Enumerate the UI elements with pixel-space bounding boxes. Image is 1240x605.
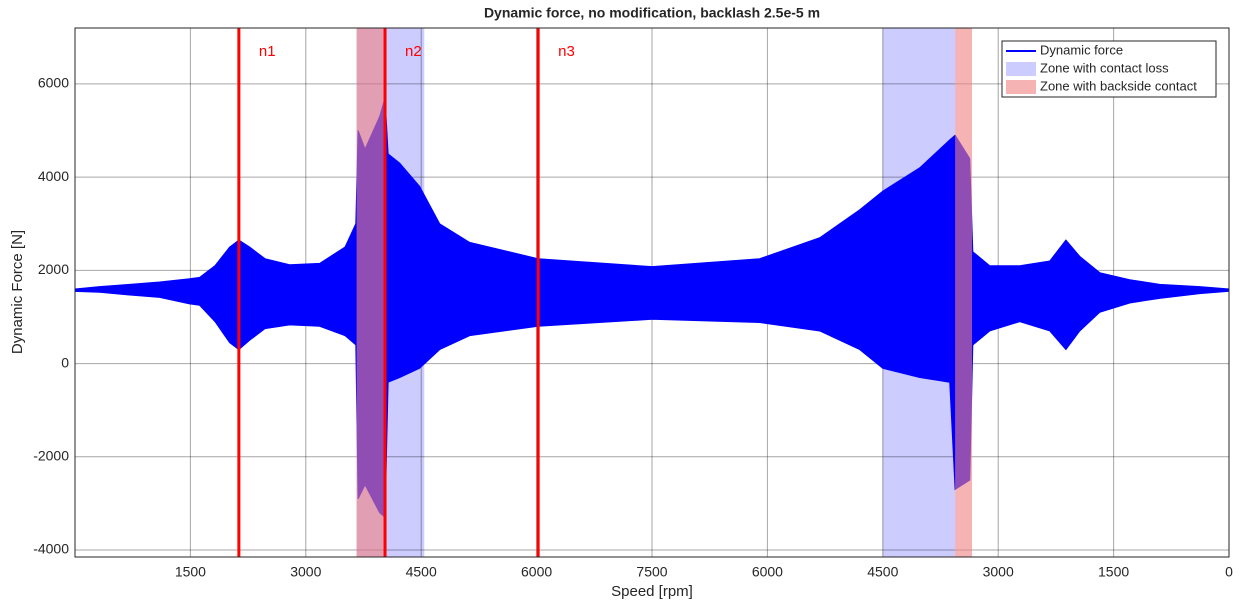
x-tick-label: 3000 [983,564,1014,580]
chart-title: Dynamic force, no modification, backlash… [484,5,820,21]
x-tick-label: 0 [1225,564,1233,580]
y-tick-label: 0 [61,354,69,370]
y-tick-label: 2000 [38,261,69,277]
x-tick-label: 1500 [1098,564,1129,580]
legend-label: Zone with backside contact [1040,78,1197,93]
x-tick-label: 6000 [521,564,552,580]
x-tick-label: 1500 [175,564,206,580]
x-axis-label: Speed [rpm] [611,583,693,600]
x-tick-label: 4500 [867,564,898,580]
x-tick-label: 6000 [752,564,783,580]
y-tick-label: 6000 [38,75,69,91]
legend-label: Zone with contact loss [1040,60,1169,75]
zone [356,28,386,557]
marker-label: n2 [405,43,422,60]
zone [955,28,973,557]
x-tick-label: 4500 [406,564,437,580]
legend-swatch [1006,62,1036,76]
x-tick-label: 7500 [636,564,667,580]
y-axis-label: Dynamic Force [N] [9,230,26,354]
marker-label: n3 [558,43,575,60]
y-tick-label: -2000 [33,447,69,463]
y-tick-label: 4000 [38,168,69,184]
legend-box [1001,40,1217,98]
y-tick-label: -4000 [33,541,69,557]
x-tick-label: 3000 [290,564,321,580]
plot-frame [74,27,1230,558]
marker-label: n1 [259,43,276,60]
legend-label: Dynamic force [1040,42,1123,57]
legend-swatch [1006,80,1036,94]
